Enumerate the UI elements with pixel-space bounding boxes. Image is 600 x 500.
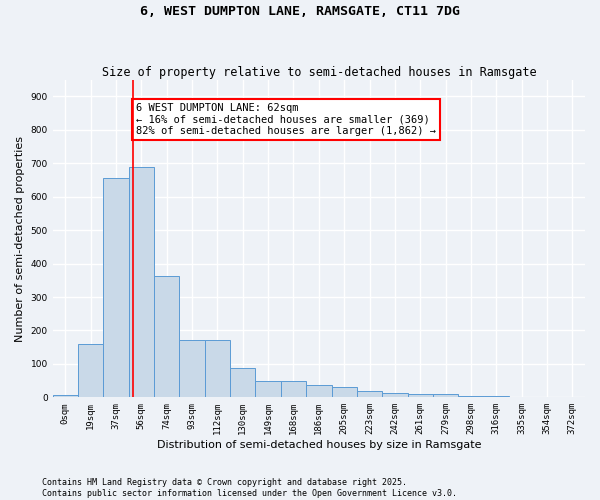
Text: 6 WEST DUMPTON LANE: 62sqm
← 16% of semi-detached houses are smaller (369)
82% o: 6 WEST DUMPTON LANE: 62sqm ← 16% of semi… xyxy=(136,103,436,136)
Bar xyxy=(129,166,154,398)
Bar xyxy=(205,340,230,398)
Y-axis label: Number of semi-detached properties: Number of semi-detached properties xyxy=(15,136,25,342)
X-axis label: Distribution of semi-detached houses by size in Ramsgate: Distribution of semi-detached houses by … xyxy=(157,440,481,450)
Bar xyxy=(407,394,433,398)
Bar xyxy=(306,385,332,398)
Bar xyxy=(103,178,129,398)
Bar xyxy=(357,390,382,398)
Bar xyxy=(484,396,509,398)
Bar xyxy=(230,368,256,398)
Bar xyxy=(509,396,535,398)
Bar xyxy=(179,340,205,398)
Bar xyxy=(458,396,484,398)
Bar xyxy=(382,393,407,398)
Bar xyxy=(154,276,179,398)
Text: Contains HM Land Registry data © Crown copyright and database right 2025.
Contai: Contains HM Land Registry data © Crown c… xyxy=(42,478,457,498)
Bar xyxy=(256,382,281,398)
Bar xyxy=(53,394,78,398)
Text: 6, WEST DUMPTON LANE, RAMSGATE, CT11 7DG: 6, WEST DUMPTON LANE, RAMSGATE, CT11 7DG xyxy=(140,5,460,18)
Bar xyxy=(433,394,458,398)
Bar xyxy=(281,382,306,398)
Bar xyxy=(332,388,357,398)
Bar xyxy=(78,344,103,398)
Title: Size of property relative to semi-detached houses in Ramsgate: Size of property relative to semi-detach… xyxy=(101,66,536,78)
